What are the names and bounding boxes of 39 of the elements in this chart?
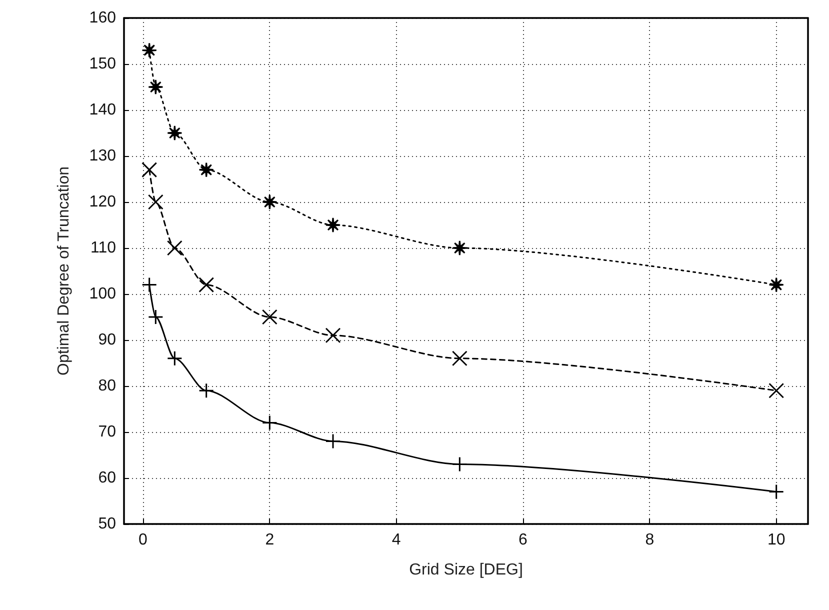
point — [262, 309, 278, 325]
point — [325, 217, 341, 233]
point — [148, 309, 164, 325]
point — [768, 382, 784, 398]
y-tick-label: 100 — [89, 286, 116, 302]
y-tick-label: 160 — [89, 10, 116, 26]
point — [142, 42, 158, 58]
point — [452, 240, 468, 256]
x-tick-label: 0 — [138, 532, 148, 548]
point — [166, 125, 182, 141]
point — [198, 277, 214, 293]
y-tick-label: 120 — [89, 194, 116, 210]
y-tick-label: 130 — [89, 148, 116, 164]
point — [166, 240, 182, 256]
point — [142, 162, 158, 178]
point — [768, 277, 784, 293]
point — [198, 382, 214, 398]
point — [148, 79, 164, 95]
x-tick-label: 6 — [518, 532, 528, 548]
y-axis-title: Optimal Degree of Truncation — [56, 166, 72, 376]
y-tick-label: 60 — [98, 470, 116, 486]
y-tick-label: 140 — [89, 102, 116, 118]
point — [325, 328, 341, 344]
x-tick-label: 8 — [645, 532, 654, 548]
y-tick-label: 50 — [98, 516, 116, 532]
y-tick-label: 90 — [98, 332, 116, 348]
y-tick-label: 110 — [90, 240, 116, 256]
x-tick-label: 10 — [767, 532, 786, 548]
point — [198, 162, 214, 178]
x-tick-label: 4 — [392, 532, 401, 548]
point — [166, 350, 182, 366]
y-tick-label: 70 — [98, 424, 116, 440]
x-axis-title: Grid Size [DEG] — [409, 562, 523, 578]
point — [148, 194, 164, 210]
point — [262, 194, 278, 210]
y-tick-label: 150 — [89, 56, 116, 72]
y-tick-label: 80 — [98, 378, 116, 394]
point — [452, 350, 468, 366]
x-tick-label: 2 — [265, 532, 274, 548]
